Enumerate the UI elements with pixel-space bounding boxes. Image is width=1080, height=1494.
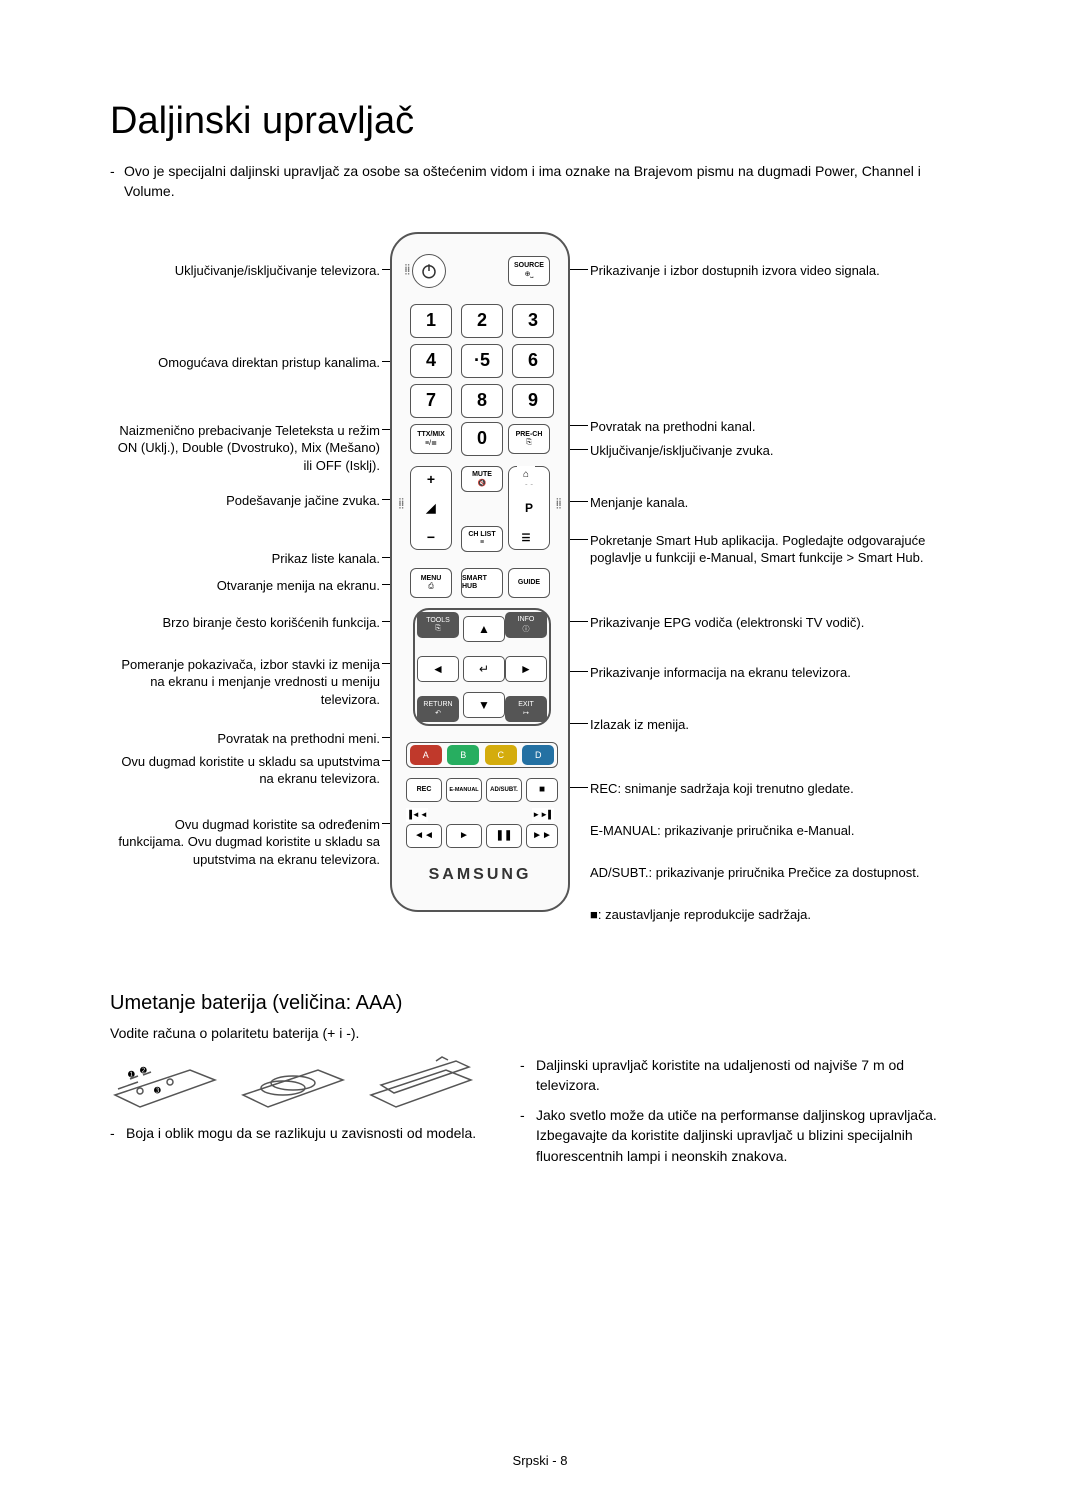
ttx-button[interactable]: TTX/MIX≡/≣: [410, 424, 452, 454]
callout-left: Brzo biranje često korišćenih funkcija.: [110, 614, 380, 632]
callout-left: Otvaranje menija na ekranu.: [110, 577, 380, 595]
exit-button[interactable]: EXIT↦: [505, 696, 547, 722]
battery-note: Daljinski upravljač koristite na udaljen…: [520, 1055, 970, 1096]
dpad-ring: TOOLS⎘ INFOⓘ ▲ ◄ ↵ ► ▼ RETURN↶ EXIT↦: [413, 608, 551, 726]
num-2[interactable]: 2: [461, 304, 503, 338]
rec-button[interactable]: REC: [406, 778, 442, 802]
menu-button[interactable]: MENU⎙: [410, 568, 452, 598]
rewind-button[interactable]: ◄◄: [406, 824, 442, 848]
ffwd-button[interactable]: ►►: [526, 824, 558, 848]
num-1[interactable]: 1: [410, 304, 452, 338]
return-button[interactable]: RETURN↶: [417, 696, 459, 722]
volume-rocker[interactable]: + ◢ −: [410, 466, 452, 550]
callout-left: Podešavanje jačine zvuka.: [110, 492, 380, 510]
home-icon: ⌂: [517, 466, 535, 484]
battery-left-note: Boja i oblik mogu da se razlikuju u zavi…: [110, 1125, 500, 1141]
callout-left: Povratak na prethodni meni.: [110, 730, 380, 748]
battery-figures: ➊➋ ➌: [110, 1055, 500, 1113]
play-button[interactable]: ►: [446, 824, 482, 848]
dpad-down[interactable]: ▼: [463, 692, 505, 718]
num-6[interactable]: 6: [512, 344, 554, 378]
emanual-button[interactable]: E-MANUAL: [446, 778, 482, 802]
brand-logo: SAMSUNG: [392, 866, 568, 884]
num-7[interactable]: 7: [410, 384, 452, 418]
dpad-enter[interactable]: ↵: [463, 656, 505, 682]
colour-c[interactable]: C: [485, 745, 517, 765]
svg-text:➌: ➌: [154, 1086, 161, 1095]
callout-right: E-MANUAL: prikazivanje priručnika e-Manu…: [590, 822, 970, 840]
svg-text:➊: ➊: [128, 1070, 135, 1079]
mute-button[interactable]: MUTE🔇: [461, 466, 503, 492]
num-·5[interactable]: ·5: [461, 344, 503, 378]
num-9[interactable]: 9: [512, 384, 554, 418]
remote-diagram: Uključivanje/isključivanje televizora. Om…: [110, 232, 970, 962]
tools-button[interactable]: TOOLS⎘: [417, 612, 459, 638]
skip-back-icon: ▐◄◄: [406, 808, 428, 822]
colour-a[interactable]: A: [410, 745, 442, 765]
num-3[interactable]: 3: [512, 304, 554, 338]
num-0[interactable]: 0: [461, 422, 503, 456]
battery-heading: Umetanje baterija (veličina: AAA): [110, 992, 970, 1015]
callout-right: AD/SUBT.: prikazivanje priručnika Prečic…: [590, 864, 970, 882]
callout-left: Omogućava direktan pristup kanalima.: [110, 354, 380, 372]
page-title: Daljinski upravljač: [110, 100, 970, 143]
callout-right: Prikazivanje i izbor dostupnih izvora vi…: [590, 262, 970, 280]
dpad-up[interactable]: ▲: [463, 616, 505, 642]
colour-d[interactable]: D: [522, 745, 554, 765]
num-4[interactable]: 4: [410, 344, 452, 378]
svg-text:➋: ➋: [140, 1066, 147, 1075]
power-button[interactable]: [412, 254, 446, 288]
intro-text: Ovo je specijalni daljinski upravljač za…: [110, 161, 970, 202]
callout-right: Uključivanje/isključivanje zvuka.: [590, 442, 970, 460]
battery-note: Jako svetlo može da utiče na performanse…: [520, 1105, 970, 1166]
callout-left: Pomeranje pokazivača, izbor stavki iz me…: [110, 656, 380, 709]
battery-intro: Vodite računa o polaritetu baterija (+ i…: [110, 1025, 970, 1041]
num-8[interactable]: 8: [461, 384, 503, 418]
info-button[interactable]: INFOⓘ: [505, 612, 547, 638]
callout-right: Prikazivanje informacija na ekranu telev…: [590, 664, 970, 682]
callout-right: Prikazivanje EPG vodiča (elektronski TV …: [590, 614, 970, 632]
callout-left: Naizmenično prebacivanje Teleteksta u re…: [110, 422, 380, 475]
callout-right: Izlazak iz menija.: [590, 716, 970, 734]
remote-body: ⠿⠿ ⠿⠿ ⠿⠿ SOURCE ⊕⎵ 1234·56789 TTX/MIX≡/≣…: [390, 232, 570, 912]
callout-right: ■: zaustavljanje reprodukcije sadržaja.: [590, 906, 970, 924]
callout-right: REC: snimanje sadržaja koji trenutno gle…: [590, 780, 970, 798]
colour-b[interactable]: B: [447, 745, 479, 765]
callout-right: Menjanje kanala.: [590, 494, 970, 512]
dpad-left[interactable]: ◄: [417, 656, 459, 682]
callout-right: Povratak na prethodni kanal.: [590, 418, 970, 436]
prech-button[interactable]: PRE-CH⎘: [508, 424, 550, 454]
source-button[interactable]: SOURCE ⊕⎵: [508, 256, 550, 286]
battery-right-notes: Daljinski upravljač koristite na udaljen…: [520, 1055, 970, 1176]
page-footer: Srpski - 8: [0, 1453, 1080, 1468]
callout-left: Uključivanje/isključivanje televizora.: [110, 262, 380, 280]
dpad-right[interactable]: ►: [505, 656, 547, 682]
callout-left: Ovu dugmad koristite sa određenim funkci…: [110, 816, 380, 869]
pause-button[interactable]: ❚❚: [486, 824, 522, 848]
guide-button[interactable]: GUIDE: [508, 568, 550, 598]
skip-fwd-icon: ►►▌: [532, 808, 554, 822]
smarthub-button[interactable]: SMART HUB: [461, 568, 503, 598]
stop-button[interactable]: ■: [526, 778, 558, 802]
chlist-button[interactable]: CH LIST≡: [461, 526, 503, 552]
callout-left: Prikaz liste kanala.: [110, 550, 380, 568]
list-icon: ☰: [517, 530, 535, 548]
callout-left: Ovu dugmad koristite u skladu sa uputstv…: [110, 753, 380, 788]
callout-right: Pokretanje Smart Hub aplikacija. Pogleda…: [590, 532, 970, 567]
colour-button-row: A B C D: [406, 742, 558, 768]
adsubt-button[interactable]: AD/SUBT.: [486, 778, 522, 802]
